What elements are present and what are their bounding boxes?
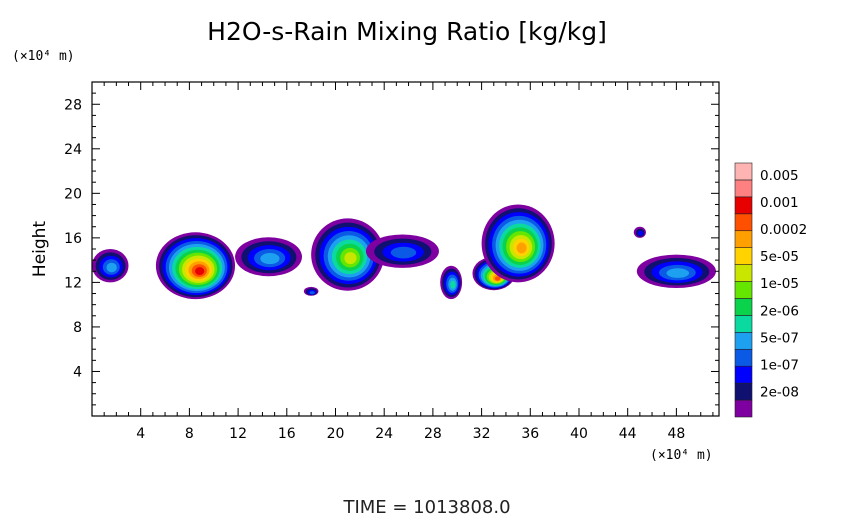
legend-swatch bbox=[734, 332, 753, 350]
x-tick-label: 4 bbox=[136, 426, 145, 442]
legend-label: 5e-07 bbox=[760, 330, 799, 346]
contour-level-3 bbox=[309, 291, 315, 295]
time-label: TIME = 1013808.0 bbox=[342, 497, 510, 518]
legend-swatch bbox=[734, 315, 753, 333]
cell-cell-29 bbox=[440, 265, 463, 300]
x-tick-label: 28 bbox=[424, 426, 442, 442]
legend-label: 0.001 bbox=[760, 195, 799, 211]
legend-label: 5e-05 bbox=[760, 249, 799, 265]
cell-cell-45 bbox=[633, 226, 646, 238]
colorbar-legend: 2e-08 1e-07 5e-07 2e-06 1e-05 5e-05 0.0002 0.00… bbox=[734, 162, 807, 418]
legend-label: 1e-07 bbox=[760, 358, 799, 374]
legend-swatch bbox=[734, 365, 753, 384]
legend-label: 2e-08 bbox=[760, 385, 799, 401]
cell-cell-18 bbox=[303, 286, 319, 296]
y-tick-label: 28 bbox=[64, 97, 82, 113]
legend-swatch bbox=[734, 196, 753, 215]
y-tick-label: 4 bbox=[73, 364, 82, 380]
x-tick-label: 20 bbox=[327, 426, 345, 442]
legend-swatch bbox=[734, 162, 753, 181]
y-tick-label: 16 bbox=[64, 231, 82, 247]
x-tick-label: 24 bbox=[375, 426, 393, 442]
cell-cell-8 bbox=[155, 232, 236, 300]
y-tick-label: 8 bbox=[73, 320, 82, 336]
y-tick-label: 24 bbox=[64, 142, 82, 158]
x-tick-label: 44 bbox=[619, 426, 637, 442]
contour-level-3 bbox=[390, 246, 417, 259]
legend-swatch bbox=[734, 247, 753, 265]
legend-label: 2e-06 bbox=[760, 303, 799, 319]
x-tick-label: 32 bbox=[473, 426, 491, 442]
x-tick-label: 36 bbox=[521, 426, 539, 442]
contour-level-4 bbox=[260, 253, 280, 265]
legend-swatch bbox=[734, 230, 753, 248]
cell-cell-25 bbox=[365, 234, 439, 268]
cell-cell-14 bbox=[235, 237, 303, 277]
x-tick-label: 40 bbox=[570, 426, 588, 442]
rain-field bbox=[92, 204, 716, 300]
legend-swatch bbox=[734, 298, 753, 316]
x-axis-unit: (×10⁴ m) bbox=[650, 448, 713, 463]
y-tick-label: 20 bbox=[64, 186, 82, 202]
legend-label: 0.005 bbox=[760, 168, 799, 184]
cell-left-edge bbox=[92, 249, 129, 283]
contour-level-11 bbox=[494, 276, 501, 281]
contour-level-12 bbox=[195, 267, 205, 276]
y-tick-label: 12 bbox=[64, 275, 82, 291]
y-axis-label: Height bbox=[30, 221, 50, 278]
cell-cell-21 bbox=[311, 218, 385, 291]
y-axis-unit: (×10⁴ m) bbox=[12, 49, 75, 64]
x-tick-label: 8 bbox=[185, 426, 194, 442]
contour-level-5 bbox=[450, 280, 456, 289]
legend-swatch bbox=[734, 281, 753, 299]
contour-level-2 bbox=[637, 230, 644, 236]
legend-swatch bbox=[734, 399, 753, 418]
legend-swatch bbox=[734, 348, 753, 367]
cell-cell-48 bbox=[636, 254, 716, 288]
legend-label: 0.0002 bbox=[760, 222, 807, 238]
chart-title: H2O-s-Rain Mixing Ratio [kg/kg] bbox=[207, 17, 607, 46]
x-tick-label: 12 bbox=[229, 426, 247, 442]
legend-swatch bbox=[734, 382, 753, 401]
contour-level-10 bbox=[516, 242, 527, 254]
contour-level-4 bbox=[666, 268, 690, 278]
legend-swatch bbox=[734, 264, 753, 282]
x-tick-label: 48 bbox=[667, 426, 685, 442]
x-tick-label: 16 bbox=[278, 426, 296, 442]
contour-level-8 bbox=[344, 252, 357, 265]
legend-label: 1e-05 bbox=[760, 276, 799, 292]
contour-level-4 bbox=[106, 262, 117, 273]
cell-cell-35 bbox=[481, 204, 555, 283]
legend-swatch bbox=[734, 179, 753, 198]
legend-swatch bbox=[734, 213, 753, 232]
